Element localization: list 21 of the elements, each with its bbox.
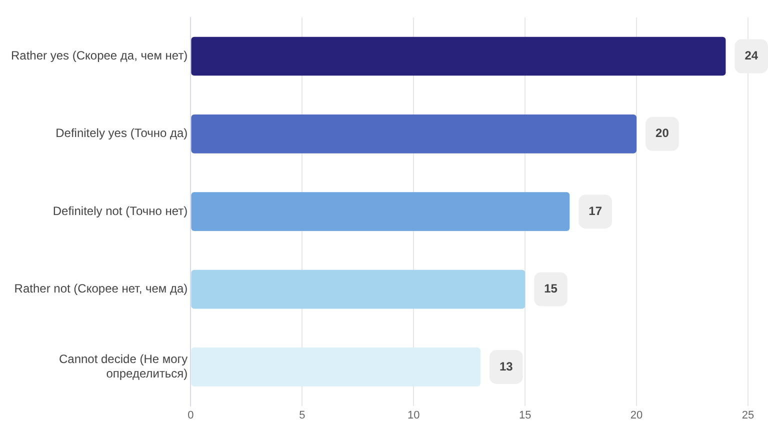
y-tick-label: Definitely not (Точно нет) [52,204,188,218]
x-tick-label: 5 [299,409,306,422]
bar [191,36,726,76]
data-label: 24 [744,48,758,63]
y-tick-label: Definitely yes (Точно да) [56,126,188,140]
bar [191,114,637,154]
bar [191,192,570,232]
x-tick-label: 15 [518,409,532,422]
x-tick-label: 20 [630,409,643,422]
x-tick-label: 10 [407,409,420,422]
data-label: 15 [544,282,558,296]
y-tick-label: Rather yes (Скорее да, чем нет) [10,48,188,63]
bar [191,270,526,309]
y-tick-label: Cannot decide (Не могу определиться) [58,352,188,380]
y-tick-label: Rather not (Скорее нет, чем да) [14,282,188,296]
data-label: 13 [499,359,514,374]
data-label: 17 [588,204,602,218]
x-tick-label: 0 [188,409,194,422]
data-label: 20 [656,126,670,140]
bar [191,348,480,386]
x-tick-label: 25 [742,409,754,422]
